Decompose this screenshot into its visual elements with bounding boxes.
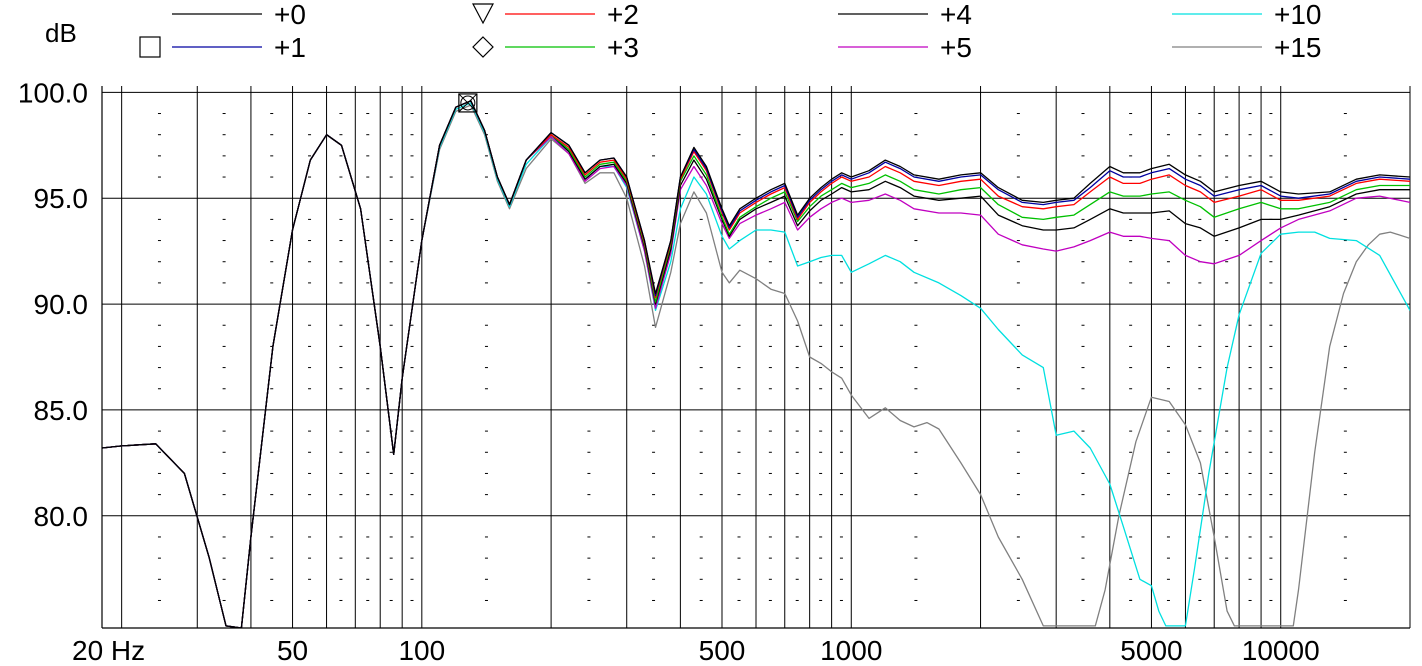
axes: 100.0 95.0 90.0 85.0 80.0 20 Hz 50 100 500 1000 50…	[18, 77, 1410, 666]
legend-label: +15	[1274, 32, 1322, 63]
legend-label: +5	[940, 32, 972, 63]
y-axis-label: dB	[45, 18, 77, 48]
y-tick-label: 95.0	[34, 183, 89, 214]
legend: +0+1 +2+3 +4+5 +10+15	[139, 0, 1322, 63]
y-tick-label: 85.0	[34, 395, 89, 426]
legend-label: +10	[1274, 0, 1322, 30]
legend-triangle-marker	[472, 3, 494, 25]
legend-diamond-marker	[472, 36, 494, 58]
x-tick-label: 20 Hz	[72, 635, 145, 666]
x-tick-label: 5000	[1120, 635, 1182, 666]
cursor-marker-cross	[458, 93, 478, 113]
y-tick-label: 100.0	[18, 77, 88, 108]
x-tick-label: 500	[699, 635, 746, 666]
cursor-marker-box	[458, 93, 478, 113]
y-tick-label: 80.0	[34, 501, 89, 532]
legend-label: +2	[607, 0, 639, 30]
x-tick-label: 10000	[1242, 635, 1320, 666]
legend-label: +0	[274, 0, 306, 30]
series-layer	[102, 100, 1410, 628]
x-tick-label: 100	[398, 635, 445, 666]
grid	[102, 86, 1411, 628]
cursor-marker-circle	[460, 95, 476, 111]
markers	[458, 93, 478, 113]
x-tick-label: 50	[277, 635, 308, 666]
y-tick-label: 90.0	[34, 289, 89, 320]
x-tick-label: 1000	[820, 635, 882, 666]
series-line	[102, 100, 1410, 628]
legend-square-marker	[139, 36, 161, 58]
legend-label: +1	[274, 32, 306, 63]
legend-label: +3	[607, 32, 639, 63]
legend-label: +4	[940, 0, 972, 30]
